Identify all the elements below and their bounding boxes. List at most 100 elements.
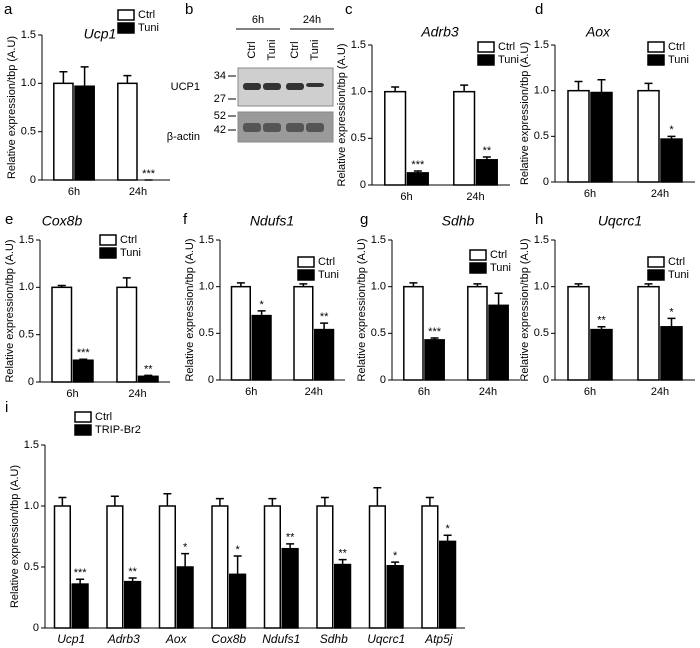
y-tick-label: 0 xyxy=(360,179,366,191)
legend-swatch xyxy=(647,41,665,53)
time-label: 24h xyxy=(303,14,321,26)
blot-band xyxy=(243,123,261,132)
legend-swatch xyxy=(469,249,487,261)
x-tick-label: Aox xyxy=(165,632,188,646)
legend-swatch xyxy=(117,9,135,21)
x-tick-label: 6h xyxy=(400,191,412,203)
y-tick-label: 0 xyxy=(28,376,34,388)
y-tick-label: 0 xyxy=(33,622,39,634)
legend-swatch xyxy=(647,54,665,66)
legend-label: Tuni xyxy=(668,54,689,66)
y-axis-label: Relative expression/tbp (A.U) xyxy=(356,238,368,381)
blot-band xyxy=(286,123,304,132)
y-axis-label: Relative expression/tbp (A.U) xyxy=(9,465,21,608)
significance: * xyxy=(183,541,188,553)
bar xyxy=(467,285,488,381)
y-tick-label: 1.5 xyxy=(24,439,39,451)
y-tick-label: 0.5 xyxy=(21,126,36,138)
bar xyxy=(176,566,194,629)
error-bar xyxy=(473,283,482,287)
bar xyxy=(590,91,613,183)
bar xyxy=(660,326,683,381)
y-tick-label: 1.0 xyxy=(371,281,386,293)
lane-label: Ctrl xyxy=(289,41,301,58)
bar xyxy=(229,573,247,629)
panel-title: Sdhb xyxy=(442,213,475,229)
x-tick-label: 24h xyxy=(651,188,669,200)
error-bar xyxy=(233,555,242,575)
error-bar xyxy=(667,317,676,327)
marker-label: 42 xyxy=(214,124,226,136)
x-tick-label: 24h xyxy=(651,386,669,398)
y-tick-label: 1.0 xyxy=(24,500,39,512)
significance: ** xyxy=(286,532,295,544)
significance: ** xyxy=(597,315,606,327)
bar xyxy=(230,285,251,381)
bar xyxy=(637,89,660,183)
y-tick-label: 1.5 xyxy=(534,234,549,246)
error-bar xyxy=(58,496,67,506)
panel-letter: a xyxy=(4,1,13,18)
x-tick-label: 6h xyxy=(584,188,596,200)
significance: *** xyxy=(428,326,442,338)
error-bar xyxy=(430,337,439,340)
panel-letter: f xyxy=(183,211,188,228)
panel-title: Aox xyxy=(585,24,611,40)
y-tick-label: 0.5 xyxy=(534,327,549,339)
legend-swatch xyxy=(647,256,665,268)
error-bar xyxy=(299,283,308,287)
x-tick-label: 24h xyxy=(479,386,497,398)
panel-title: Adrb3 xyxy=(420,24,459,40)
error-bar xyxy=(236,282,245,287)
error-bar xyxy=(123,74,132,84)
legend-label: Ctrl xyxy=(95,411,112,423)
bar xyxy=(660,138,683,183)
error-bar xyxy=(144,374,153,377)
error-bar xyxy=(482,156,491,160)
bar xyxy=(117,82,138,181)
bar xyxy=(567,89,590,183)
bar xyxy=(281,547,299,629)
bar xyxy=(439,540,457,629)
bar xyxy=(137,375,159,383)
band-label: β-actin xyxy=(167,131,200,143)
error-bar xyxy=(597,326,606,330)
blot-band xyxy=(263,83,281,90)
error-bar xyxy=(128,577,137,582)
error-bar xyxy=(286,543,295,549)
blot-band xyxy=(263,123,281,132)
bar xyxy=(72,359,94,383)
error-bar xyxy=(59,70,68,84)
error-bar xyxy=(215,497,224,506)
y-tick-label: 1.5 xyxy=(199,234,214,246)
legend-swatch xyxy=(74,424,92,436)
bar xyxy=(421,505,439,629)
bar xyxy=(53,505,71,629)
x-tick-label: Ucp1 xyxy=(57,632,85,646)
bar xyxy=(368,505,386,629)
significance: *** xyxy=(142,168,156,180)
x-tick-label: 6h xyxy=(245,386,257,398)
bar xyxy=(124,580,142,629)
y-tick-label: 0 xyxy=(208,374,214,386)
y-axis-label: Relative expression/tbp (A.U) xyxy=(336,43,348,186)
legend-swatch xyxy=(477,54,495,66)
blot-band xyxy=(306,123,324,132)
legend-label: TRIP-Br2 xyxy=(95,424,141,436)
panel-letter: e xyxy=(5,211,13,228)
bar xyxy=(53,82,74,181)
x-tick-label: Atp5j xyxy=(424,632,453,646)
error-bar xyxy=(338,558,347,565)
lane-label: Ctrl xyxy=(246,41,258,58)
significance: ** xyxy=(338,548,347,560)
legend-swatch xyxy=(99,234,117,246)
bar xyxy=(74,85,95,181)
x-tick-label: Ndufs1 xyxy=(262,632,300,646)
significance: * xyxy=(445,523,450,535)
panel-title: Ucp1 xyxy=(84,26,117,42)
legend-swatch xyxy=(117,22,135,34)
legend-label: Tuni xyxy=(138,22,159,34)
panel-title: Ndufs1 xyxy=(250,213,294,229)
time-label: 6h xyxy=(252,14,264,26)
